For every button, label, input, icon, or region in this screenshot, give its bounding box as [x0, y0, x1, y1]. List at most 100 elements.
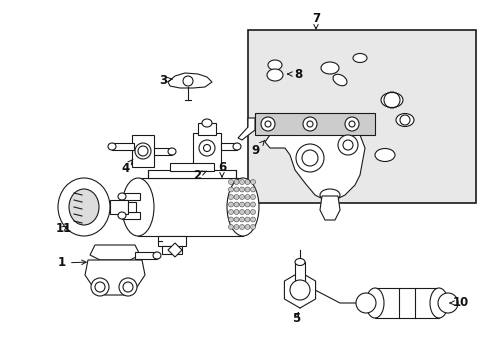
Circle shape — [437, 293, 457, 313]
Circle shape — [234, 202, 239, 207]
Circle shape — [244, 225, 249, 230]
Ellipse shape — [168, 148, 176, 155]
Circle shape — [228, 225, 233, 230]
Ellipse shape — [380, 93, 402, 108]
Circle shape — [244, 217, 249, 222]
Polygon shape — [238, 118, 254, 140]
Circle shape — [250, 202, 255, 207]
Bar — [254, 113, 374, 135]
Text: 6: 6 — [218, 161, 225, 177]
Circle shape — [244, 180, 249, 185]
Circle shape — [119, 278, 137, 296]
Polygon shape — [319, 196, 339, 220]
Ellipse shape — [135, 143, 151, 159]
Text: 9: 9 — [251, 140, 264, 157]
Bar — [132, 135, 154, 167]
Circle shape — [228, 217, 233, 222]
Polygon shape — [284, 272, 315, 308]
Bar — [122, 212, 140, 219]
Bar — [122, 193, 140, 200]
Circle shape — [239, 225, 244, 230]
Circle shape — [91, 278, 109, 296]
Ellipse shape — [226, 178, 259, 236]
Circle shape — [234, 217, 239, 222]
Circle shape — [244, 202, 249, 207]
Circle shape — [355, 293, 375, 313]
Ellipse shape — [266, 69, 283, 81]
Text: 2: 2 — [193, 168, 206, 181]
Bar — [294, 262, 305, 290]
Bar — [112, 143, 134, 150]
Circle shape — [244, 210, 249, 215]
Polygon shape — [168, 73, 212, 88]
Circle shape — [239, 187, 244, 192]
Text: 7: 7 — [311, 12, 320, 29]
Circle shape — [234, 187, 239, 192]
Circle shape — [228, 210, 233, 215]
Circle shape — [228, 187, 233, 192]
Ellipse shape — [108, 143, 116, 150]
Circle shape — [239, 194, 244, 199]
Bar — [221, 143, 237, 150]
Bar — [154, 148, 172, 155]
Ellipse shape — [294, 258, 305, 266]
Text: 11: 11 — [56, 221, 72, 234]
Ellipse shape — [352, 54, 366, 63]
Circle shape — [337, 135, 357, 155]
Bar — [135, 252, 157, 259]
Bar — [158, 236, 185, 246]
Ellipse shape — [118, 193, 126, 200]
Circle shape — [239, 210, 244, 215]
Polygon shape — [85, 260, 145, 295]
Ellipse shape — [395, 113, 413, 126]
Circle shape — [228, 202, 233, 207]
Polygon shape — [264, 135, 364, 200]
Ellipse shape — [58, 178, 110, 236]
Ellipse shape — [429, 288, 447, 318]
Circle shape — [234, 210, 239, 215]
Ellipse shape — [320, 62, 338, 74]
Circle shape — [303, 117, 316, 131]
Text: 10: 10 — [449, 297, 468, 310]
Ellipse shape — [319, 189, 339, 201]
Ellipse shape — [365, 288, 383, 318]
Bar — [374, 288, 438, 318]
Ellipse shape — [118, 212, 126, 219]
Circle shape — [244, 187, 249, 192]
Circle shape — [239, 217, 244, 222]
Polygon shape — [90, 245, 140, 260]
Bar — [162, 246, 182, 254]
Bar — [193, 133, 221, 171]
Text: 1: 1 — [58, 256, 86, 270]
Bar — [148, 170, 236, 178]
Circle shape — [250, 225, 255, 230]
Circle shape — [250, 217, 255, 222]
Ellipse shape — [374, 149, 394, 162]
Ellipse shape — [267, 60, 282, 70]
Ellipse shape — [232, 143, 241, 150]
Circle shape — [295, 144, 324, 172]
Circle shape — [250, 180, 255, 185]
Circle shape — [250, 187, 255, 192]
Text: 5: 5 — [291, 311, 300, 324]
Ellipse shape — [153, 252, 161, 259]
Bar — [247, 30, 475, 203]
Circle shape — [289, 280, 309, 300]
Circle shape — [228, 194, 233, 199]
Bar — [170, 163, 214, 171]
Text: 3: 3 — [159, 73, 172, 86]
Ellipse shape — [332, 74, 346, 86]
Circle shape — [234, 180, 239, 185]
Bar — [198, 123, 216, 135]
Ellipse shape — [69, 189, 99, 225]
Circle shape — [345, 117, 358, 131]
Text: 4: 4 — [122, 159, 133, 175]
Circle shape — [244, 194, 249, 199]
Circle shape — [250, 194, 255, 199]
Bar — [110, 200, 128, 214]
Ellipse shape — [122, 178, 154, 236]
Bar — [138, 178, 243, 236]
Circle shape — [234, 225, 239, 230]
Circle shape — [261, 117, 274, 131]
Ellipse shape — [202, 119, 212, 127]
